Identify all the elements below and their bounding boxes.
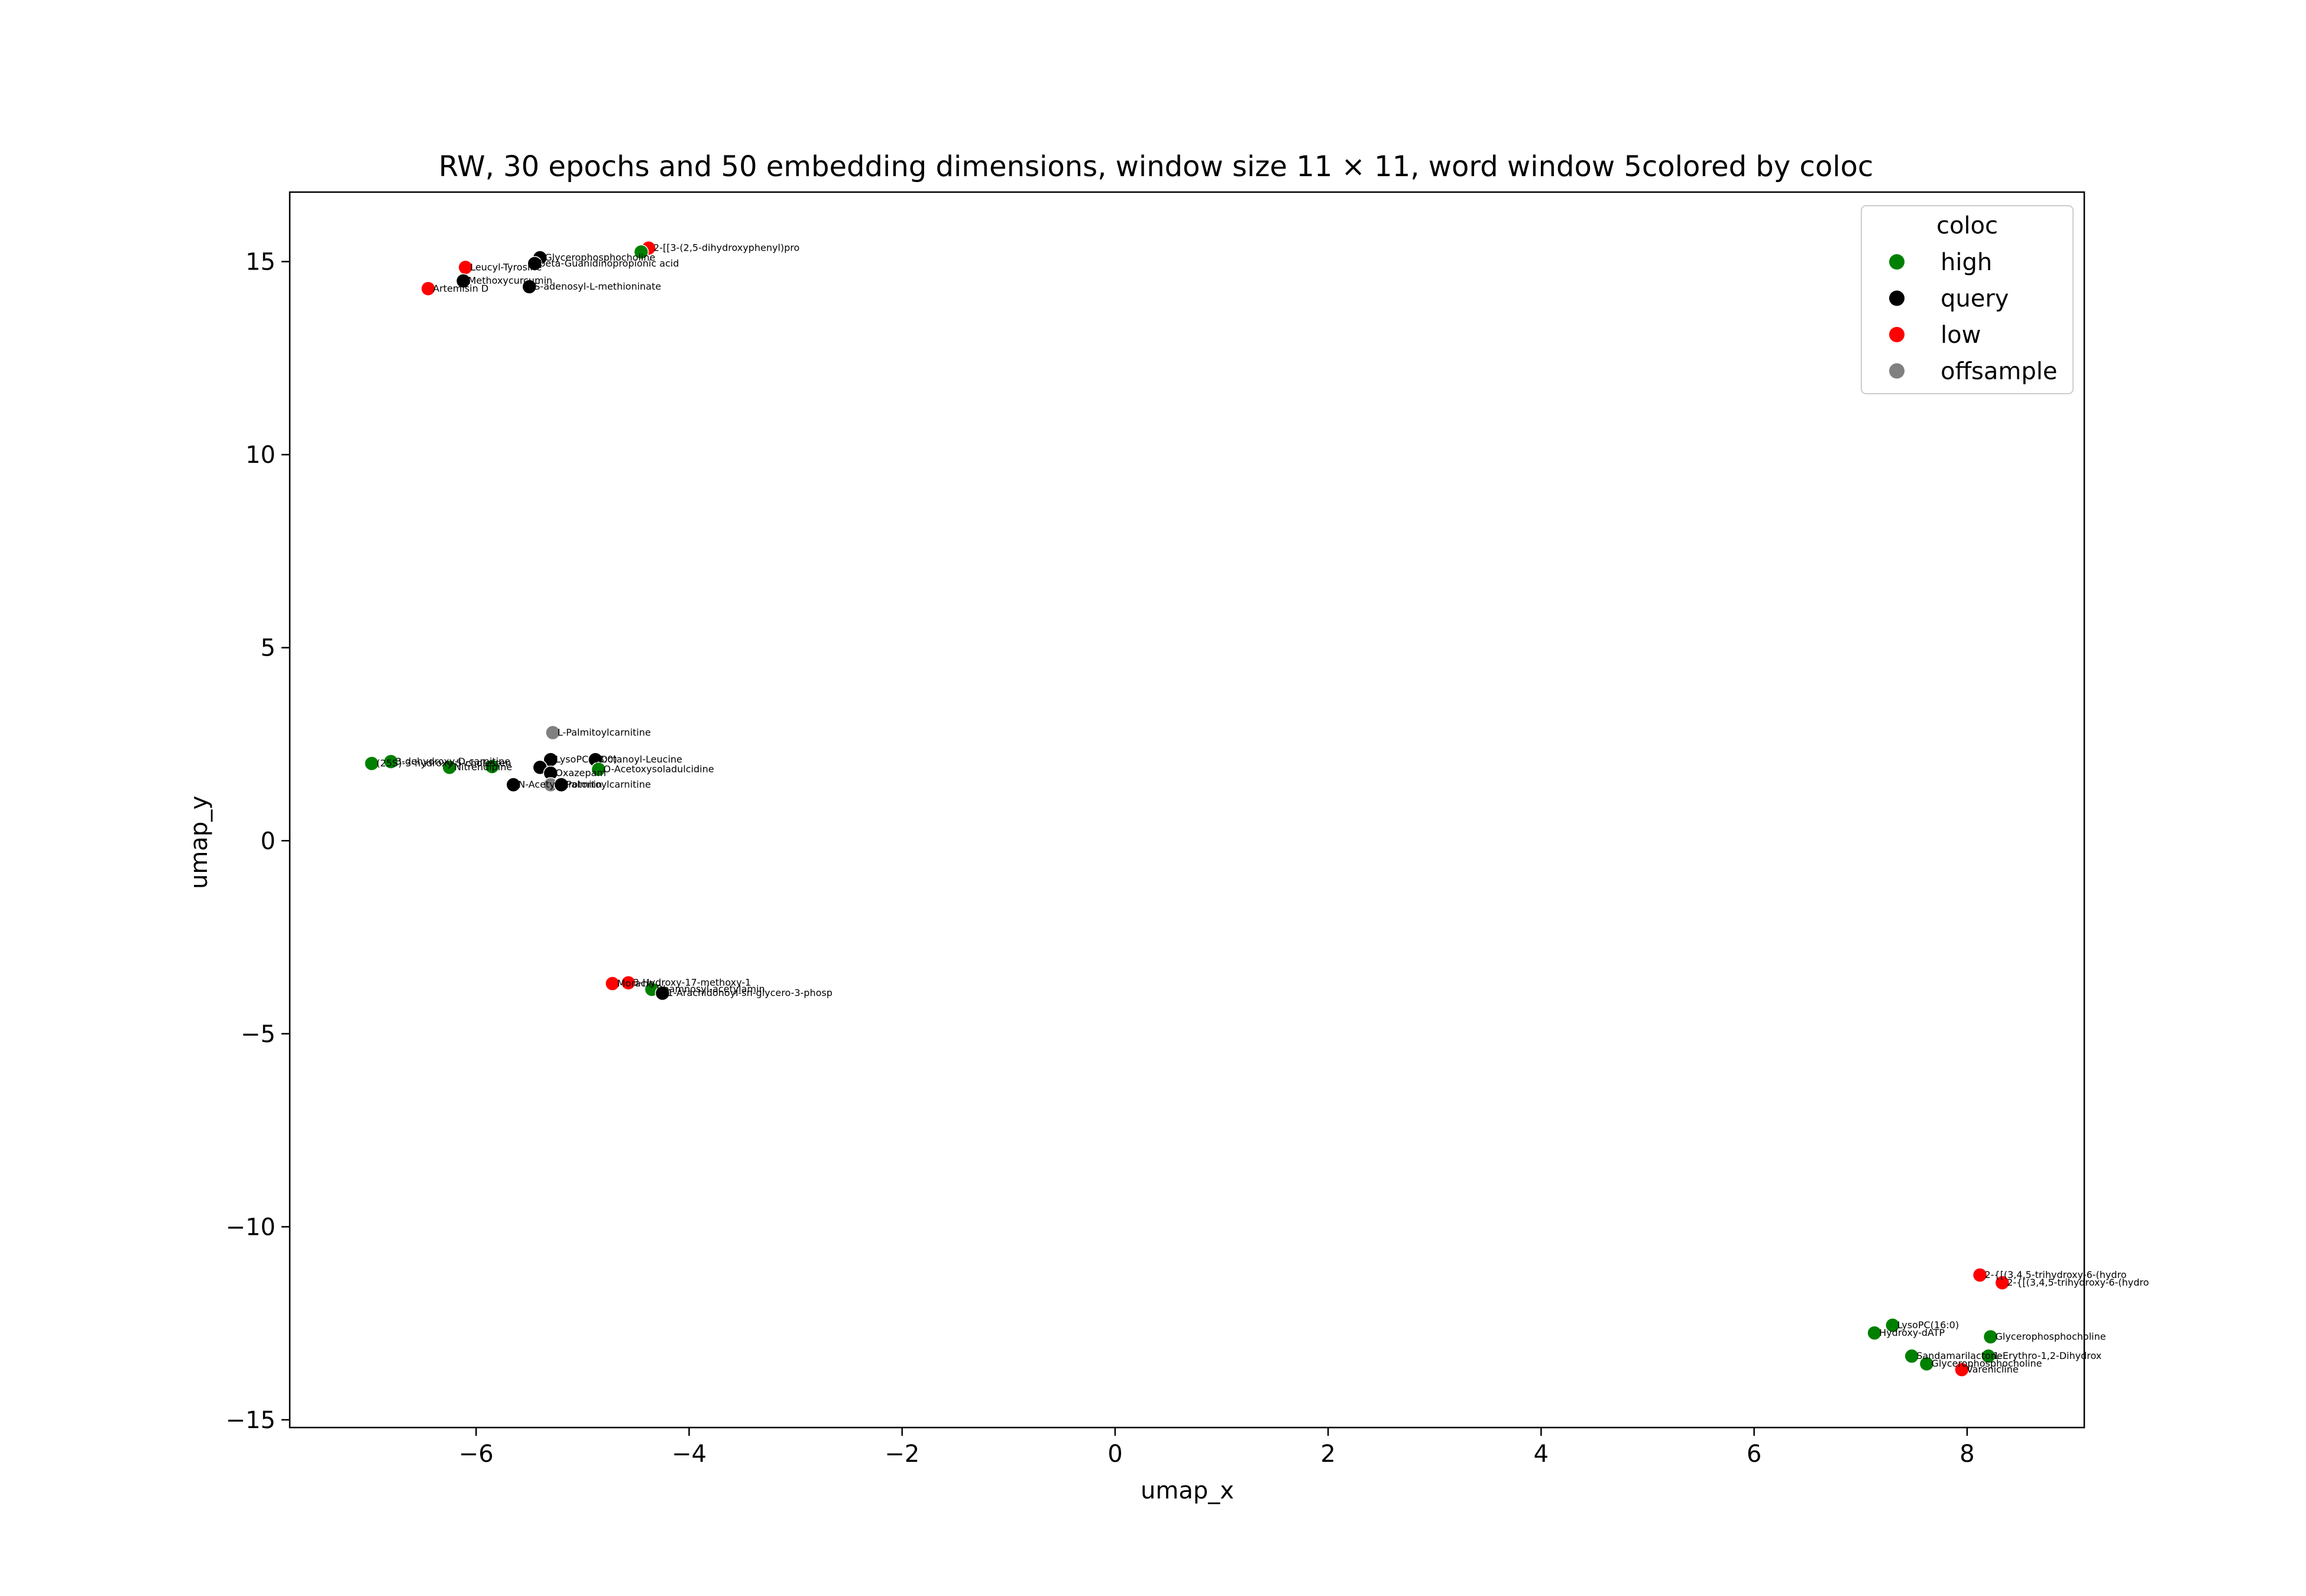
data-point-query xyxy=(522,279,537,294)
data-point-label: Sandamarilactone xyxy=(1916,1350,2003,1361)
data-point-label: 1-Erythro-1,2-Dihydrox xyxy=(1993,1350,2101,1361)
data-points xyxy=(364,240,2010,1377)
data-point-high xyxy=(1885,1318,1900,1333)
x-tick-label: −6 xyxy=(459,1441,494,1468)
data-point-label: Glycerophosphocholine xyxy=(1995,1331,2106,1342)
data-point-label: Glycerophosphocholine xyxy=(1931,1358,2042,1369)
data-point-label: O-Acetoxysoladulcidine xyxy=(603,763,714,774)
data-point-low xyxy=(621,975,636,991)
data-point-label: Hydroxy-dATP xyxy=(1879,1327,1945,1338)
x-tick-label: 8 xyxy=(1960,1441,1974,1468)
data-point-query xyxy=(527,256,543,271)
data-point-label: Nitrendipine xyxy=(454,761,512,773)
data-point-label: (25S)-3-hydroxy-5-cholesten xyxy=(377,758,511,769)
legend-label-high: high xyxy=(1941,249,1992,276)
data-point-high xyxy=(1919,1356,1935,1371)
legend-title: coloc xyxy=(1936,212,1998,239)
x-tick-label: −2 xyxy=(885,1441,919,1468)
y-axis-ticks: −15 −10 −5 0 5 10 15 xyxy=(226,249,290,1434)
data-point-low xyxy=(420,281,436,297)
y-tick-label: −15 xyxy=(226,1407,276,1434)
data-point-label: Moracin xyxy=(617,978,655,989)
data-point-label: 2-{[(3,4,5-trihydroxy-6-(hydro xyxy=(2007,1277,2149,1288)
data-point-label: 1-Arachidonoyl-sn-glycero-3-phosp xyxy=(667,987,832,998)
data-point-low xyxy=(605,976,620,991)
data-point-label: 3-Hydroxy-17-methoxy-1 xyxy=(633,977,751,988)
data-point-low xyxy=(1994,1275,2010,1290)
data-point-high xyxy=(1904,1348,1919,1364)
data-point-label: 3-dehydroxy-D-carnitine xyxy=(396,755,510,767)
y-tick-label: 0 xyxy=(261,828,276,855)
x-tick-label: −4 xyxy=(672,1441,707,1468)
x-tick-label: 0 xyxy=(1107,1441,1122,1468)
x-tick-label: 4 xyxy=(1534,1441,1549,1468)
data-point-high xyxy=(633,244,649,259)
legend-marker-low xyxy=(1889,327,1905,342)
y-tick-label: 5 xyxy=(261,635,276,662)
x-axis-ticks: −6 −4 −2 0 2 4 6 8 xyxy=(459,1428,1975,1468)
y-tick-label: −5 xyxy=(241,1021,276,1048)
data-point-label: Methoxycurcumin xyxy=(468,275,553,286)
y-tick-label: −10 xyxy=(226,1214,276,1241)
y-axis-label: umap_y xyxy=(186,796,213,889)
data-point-high xyxy=(591,761,607,777)
data-point-high xyxy=(1867,1325,1882,1341)
data-point-low xyxy=(1954,1362,1970,1377)
legend-marker-high xyxy=(1889,254,1905,270)
data-point-high xyxy=(484,759,500,774)
data-point-label: beta-Guanidinopropionic acid xyxy=(539,258,679,269)
data-point-low xyxy=(1972,1267,1988,1283)
legend-label-low: low xyxy=(1941,322,1981,349)
data-point-label: Palmitoylcarnitine xyxy=(566,779,650,790)
legend-frame xyxy=(1861,205,2074,394)
data-point-high xyxy=(383,754,399,770)
data-point-label: Artemisin D xyxy=(433,283,488,294)
x-tick-label: 2 xyxy=(1320,1441,1335,1468)
data-point-high xyxy=(1981,1348,1996,1364)
chart-title: RW, 30 epochs and 50 embedding dimension… xyxy=(439,150,1874,183)
data-point-label: Rhamnosyl-acetylamin xyxy=(656,984,765,995)
data-point-query xyxy=(506,777,521,793)
plot-area xyxy=(289,191,2085,1429)
legend-marker-query xyxy=(1889,290,1905,306)
data-point-high xyxy=(364,755,380,771)
data-point-label: Glycerophosphocholine xyxy=(545,252,655,263)
data-point-label: LysoPC(18:0) xyxy=(555,754,617,765)
data-point-label: 2-{[(3,4,5-trihydroxy-6-(hydro xyxy=(1984,1269,2126,1280)
y-tick-label: 15 xyxy=(245,249,276,276)
data-point-offsample xyxy=(545,725,561,741)
x-tick-label: 6 xyxy=(1747,1441,1761,1468)
y-tick-label: 10 xyxy=(245,442,276,469)
data-point-label: Oxazepam xyxy=(555,767,606,778)
data-point-label: S-adenosyl-L-methioninate xyxy=(534,281,661,292)
data-point-label: 2-[[3-(2,5-dihydroxyphenyl)pro xyxy=(653,242,799,254)
data-point-query xyxy=(455,273,471,288)
x-axis-label: umap_x xyxy=(1141,1477,1234,1504)
legend-entries: high query low offsample xyxy=(1889,249,2057,385)
legend-label-offsample: offsample xyxy=(1941,358,2057,385)
legend: coloc high query low offsample xyxy=(1861,205,2074,394)
data-point-label: Octanoyl-Leucine xyxy=(600,754,682,765)
data-point-high xyxy=(1983,1329,1999,1345)
data-point-label: LysoPC(16:0) xyxy=(1897,1319,1959,1331)
data-point-high xyxy=(442,760,457,775)
data-point-query xyxy=(553,777,569,793)
data-point-label: Varenicline xyxy=(1967,1364,2019,1375)
legend-marker-offsample xyxy=(1889,363,1905,379)
data-point-label: L-Palmitoylcarnitine xyxy=(558,726,651,738)
plot-frame xyxy=(289,191,2085,1429)
data-point-label: Leucyl-Tyrosine xyxy=(470,261,542,273)
data-point-label: N-Acetylserotonin xyxy=(518,779,602,790)
legend-label-query: query xyxy=(1941,286,2009,313)
point-labels: 2-[[3-(2,5-dihydroxyphenyl)proGlyceropho… xyxy=(377,242,2149,1375)
data-point-query xyxy=(655,985,671,1001)
